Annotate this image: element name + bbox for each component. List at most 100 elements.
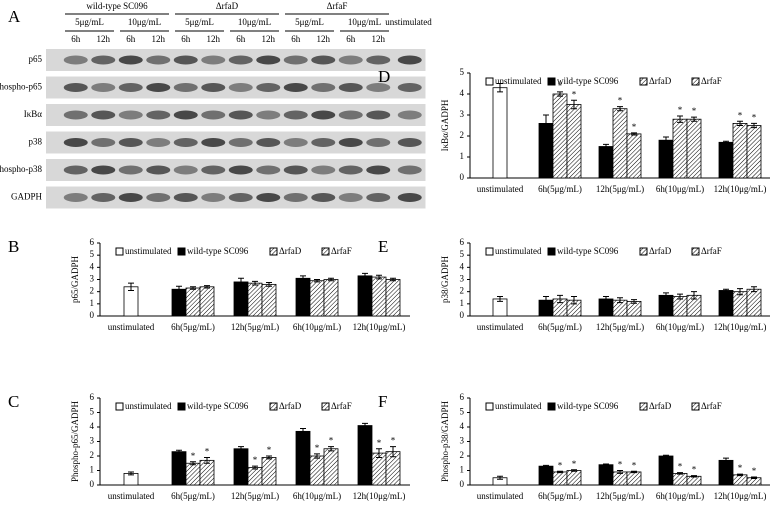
blot-band: [397, 193, 422, 202]
significance-marker: *: [692, 465, 697, 475]
error-bar: [300, 427, 306, 435]
legend-label: ΔrfaD: [649, 246, 672, 256]
y-tick-label: 3: [90, 274, 95, 284]
x-tick-label: 6h(10μg/mL): [293, 322, 341, 332]
significance-marker: *: [618, 460, 623, 470]
error-bar: [691, 291, 697, 300]
x-tick-label: 6h(10μg/mL): [293, 491, 341, 501]
x-tick-label: unstimulated: [477, 491, 524, 501]
bar: [261, 283, 277, 317]
panel-label: F: [378, 392, 387, 411]
x-tick-label: 6h(5μg/mL): [538, 322, 582, 332]
blot-band: [283, 193, 308, 202]
y-tick-label: 5: [460, 407, 465, 417]
error-bar: [691, 475, 697, 478]
error-bar: [723, 288, 729, 293]
row-label: Phospho-p38: [0, 164, 42, 174]
bar: [171, 288, 187, 317]
bar: [718, 141, 734, 179]
bar: [658, 294, 674, 317]
blot-band: [118, 83, 143, 92]
y-tick-label: 2: [460, 450, 465, 460]
blot-band: [311, 55, 336, 65]
y-axis-label: p65/GADPH: [70, 256, 80, 304]
significance-marker: *: [632, 460, 637, 470]
blot-band: [311, 83, 336, 92]
legend-label: ΔrfaF: [701, 76, 722, 86]
legend-label: unstimulated: [495, 401, 542, 411]
bar: [686, 118, 702, 179]
error-bar: [497, 83, 503, 93]
legend-label: ΔrfaF: [701, 246, 722, 256]
group-label: wild-type SC096: [86, 1, 148, 11]
error-bar: [603, 143, 609, 150]
bar: [626, 471, 642, 486]
blot-band: [228, 193, 253, 202]
x-tick-label: 12h(10μg/mL): [353, 322, 406, 332]
error-bar: [176, 285, 182, 293]
legend-swatch: [547, 402, 556, 411]
legend-label: wild-type SC096: [557, 401, 619, 411]
error-bar: [751, 286, 757, 293]
time-label: 6h: [126, 34, 136, 44]
error-bar: [314, 453, 320, 459]
y-tick-label: 4: [460, 421, 465, 431]
y-tick-label: 5: [90, 249, 95, 259]
bar: [309, 455, 325, 486]
significance-marker: *: [632, 122, 637, 132]
blot-band: [283, 138, 308, 147]
bar: [566, 470, 582, 486]
significance-marker: *: [205, 447, 210, 457]
error-bar: [631, 132, 637, 136]
blot-band: [146, 193, 171, 202]
significance-marker: *: [558, 460, 563, 470]
error-bar: [557, 294, 563, 304]
blot-band: [146, 165, 171, 175]
error-bar: [571, 99, 577, 110]
blot-band: [256, 193, 281, 202]
error-bar: [677, 293, 683, 300]
legend-label: unstimulated: [125, 246, 172, 256]
legend-swatch: [321, 402, 330, 411]
bar: [385, 279, 401, 317]
error-bar: [543, 464, 549, 468]
blot-band: [63, 83, 88, 92]
legend-swatch: [177, 402, 186, 411]
y-axis-label: p38/GADPH: [440, 256, 450, 304]
y-tick-label: 5: [460, 249, 465, 259]
blot-band: [63, 165, 88, 175]
significance-marker: *: [678, 462, 683, 472]
x-tick-label: 6h(10μg/mL): [656, 322, 704, 332]
group-label: ΔrfaF: [327, 1, 348, 11]
legend-swatch: [485, 77, 494, 86]
row-label: p38: [29, 137, 43, 147]
bar: [295, 277, 311, 317]
bar: [612, 108, 628, 179]
legend-swatch: [639, 247, 648, 256]
legend-swatch: [639, 77, 648, 86]
error-bar: [390, 446, 396, 458]
blot-band: [366, 138, 391, 147]
significance-marker: *: [558, 81, 563, 91]
legend-label: ΔrfaF: [701, 401, 722, 411]
blot-band: [397, 83, 422, 92]
row-label: GADPH: [11, 192, 43, 202]
error-bar: [190, 461, 196, 466]
time-label: 12h: [372, 34, 386, 44]
dose-label: 10μg/mL: [348, 17, 381, 27]
blot-band: [201, 55, 226, 65]
error-bar: [128, 282, 134, 291]
error-bar: [571, 469, 577, 472]
bar: [357, 425, 373, 486]
bar: [718, 290, 734, 317]
bar: [686, 475, 702, 486]
blot-band: [283, 165, 308, 175]
error-bar: [362, 272, 368, 279]
blot-band: [311, 110, 336, 120]
significance-marker: *: [678, 105, 683, 115]
blot-band: [338, 193, 363, 202]
y-tick-label: 1: [90, 298, 95, 308]
bar: [233, 448, 249, 486]
legend-swatch: [639, 402, 648, 411]
blot-band: [173, 83, 198, 92]
